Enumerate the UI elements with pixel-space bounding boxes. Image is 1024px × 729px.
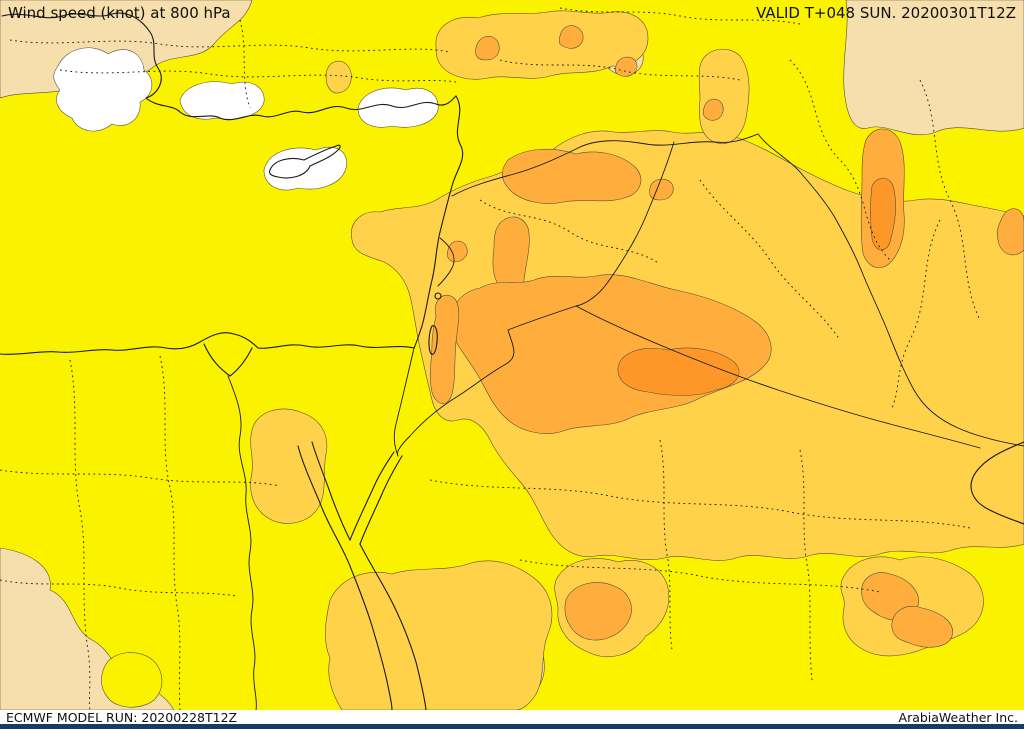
map-title: Wind speed (knot) at 800 hPa bbox=[8, 4, 231, 22]
country-borders bbox=[393, 133, 1024, 457]
valid-time-label: VALID T+048 SUN. 20200301T12Z bbox=[756, 4, 1016, 22]
gulf-of-suez-east-coast bbox=[311, 441, 351, 541]
egypt-north-coastline bbox=[0, 332, 415, 355]
gulf-of-suez-west-redsea-coast bbox=[297, 445, 393, 710]
saudi-redsea-coast bbox=[359, 543, 427, 710]
israel-egypt-border bbox=[393, 347, 415, 457]
syria-iraq-border bbox=[575, 141, 675, 307]
footer-bar: ECMWF MODEL RUN: 20200228T12Z ArabiaWeat… bbox=[0, 709, 1024, 725]
nile-river bbox=[227, 375, 257, 710]
cyprus-island bbox=[268, 144, 341, 179]
persian-gulf-coast bbox=[970, 441, 1024, 525]
footer-navy-strip bbox=[0, 724, 1024, 729]
dotted-admin-borders bbox=[0, 7, 981, 710]
wind-speed-map bbox=[0, 0, 1024, 710]
gulf-of-aqaba-west-coast bbox=[349, 451, 395, 541]
gulf-of-aqaba-east-coast bbox=[359, 455, 403, 545]
iran-iraq-border bbox=[757, 133, 1024, 447]
dead-sea bbox=[428, 325, 438, 355]
sea-of-galilee bbox=[434, 292, 442, 300]
aegean-turkey-coastline bbox=[1, 12, 457, 121]
jordan-saudi-border bbox=[397, 305, 577, 457]
deep-orange-band-layer bbox=[617, 177, 896, 396]
nile-delta bbox=[203, 343, 253, 377]
brand-label: ArabiaWeather Inc. bbox=[898, 709, 1018, 725]
coastlines bbox=[0, 12, 1024, 710]
levant-coastline bbox=[413, 95, 464, 349]
iraq-saudi-border bbox=[575, 305, 981, 449]
yellow-hole-layer bbox=[101, 652, 163, 708]
model-run-label: ECMWF MODEL RUN: 20200228T12Z bbox=[6, 709, 238, 725]
lebanon-syria-border bbox=[437, 237, 455, 287]
turkey-syria-border bbox=[451, 133, 759, 197]
